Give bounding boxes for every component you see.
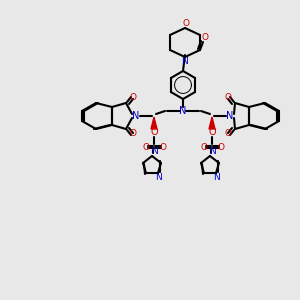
Text: O: O — [130, 94, 136, 103]
Polygon shape — [151, 117, 157, 129]
Text: N: N — [182, 58, 188, 67]
Text: N: N — [208, 148, 215, 157]
Text: O: O — [160, 142, 167, 152]
Text: O: O — [182, 19, 190, 28]
Text: N: N — [226, 111, 234, 121]
Text: N: N — [151, 148, 158, 157]
Text: N: N — [179, 106, 187, 116]
Text: N: N — [156, 173, 162, 182]
Text: O: O — [200, 142, 208, 152]
Text: O: O — [224, 94, 232, 103]
Polygon shape — [209, 117, 215, 129]
Text: O: O — [130, 130, 136, 139]
Text: N: N — [214, 173, 220, 182]
Text: O: O — [224, 130, 232, 139]
Text: O: O — [208, 127, 216, 137]
Text: O: O — [150, 127, 158, 137]
Text: N: N — [132, 111, 140, 121]
Text: O: O — [142, 142, 149, 152]
Text: O: O — [218, 142, 224, 152]
Text: O: O — [202, 34, 208, 43]
